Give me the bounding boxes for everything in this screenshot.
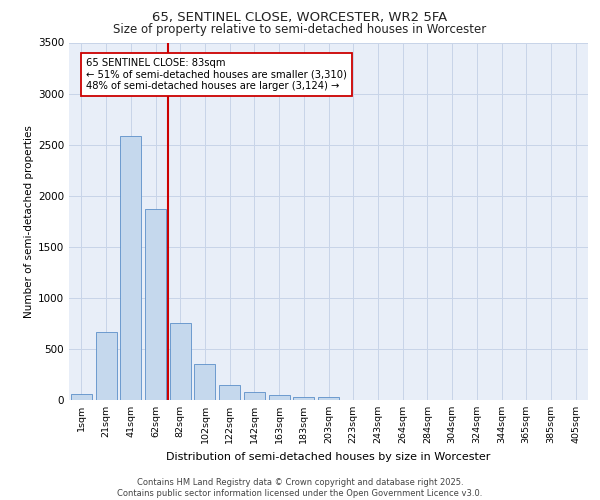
Y-axis label: Number of semi-detached properties: Number of semi-detached properties [24, 125, 34, 318]
Text: 65 SENTINEL CLOSE: 83sqm
← 51% of semi-detached houses are smaller (3,310)
48% o: 65 SENTINEL CLOSE: 83sqm ← 51% of semi-d… [86, 58, 347, 91]
Bar [318, 398, 339, 400]
Bar [71, 394, 92, 400]
Text: Size of property relative to semi-detached houses in Worcester: Size of property relative to semi-detach… [113, 22, 487, 36]
Text: Contains HM Land Registry data © Crown copyright and database right 2025.
Contai: Contains HM Land Registry data © Crown c… [118, 478, 482, 498]
Text: 65, SENTINEL CLOSE, WORCESTER, WR2 5FA: 65, SENTINEL CLOSE, WORCESTER, WR2 5FA [152, 11, 448, 24]
Bar [95, 332, 116, 400]
Bar [120, 136, 141, 400]
Bar [244, 392, 265, 400]
Bar [219, 384, 240, 400]
Bar [269, 395, 290, 400]
X-axis label: Distribution of semi-detached houses by size in Worcester: Distribution of semi-detached houses by … [166, 452, 491, 462]
Bar [170, 324, 191, 400]
Bar [194, 364, 215, 400]
Bar [145, 209, 166, 400]
Bar [293, 397, 314, 400]
